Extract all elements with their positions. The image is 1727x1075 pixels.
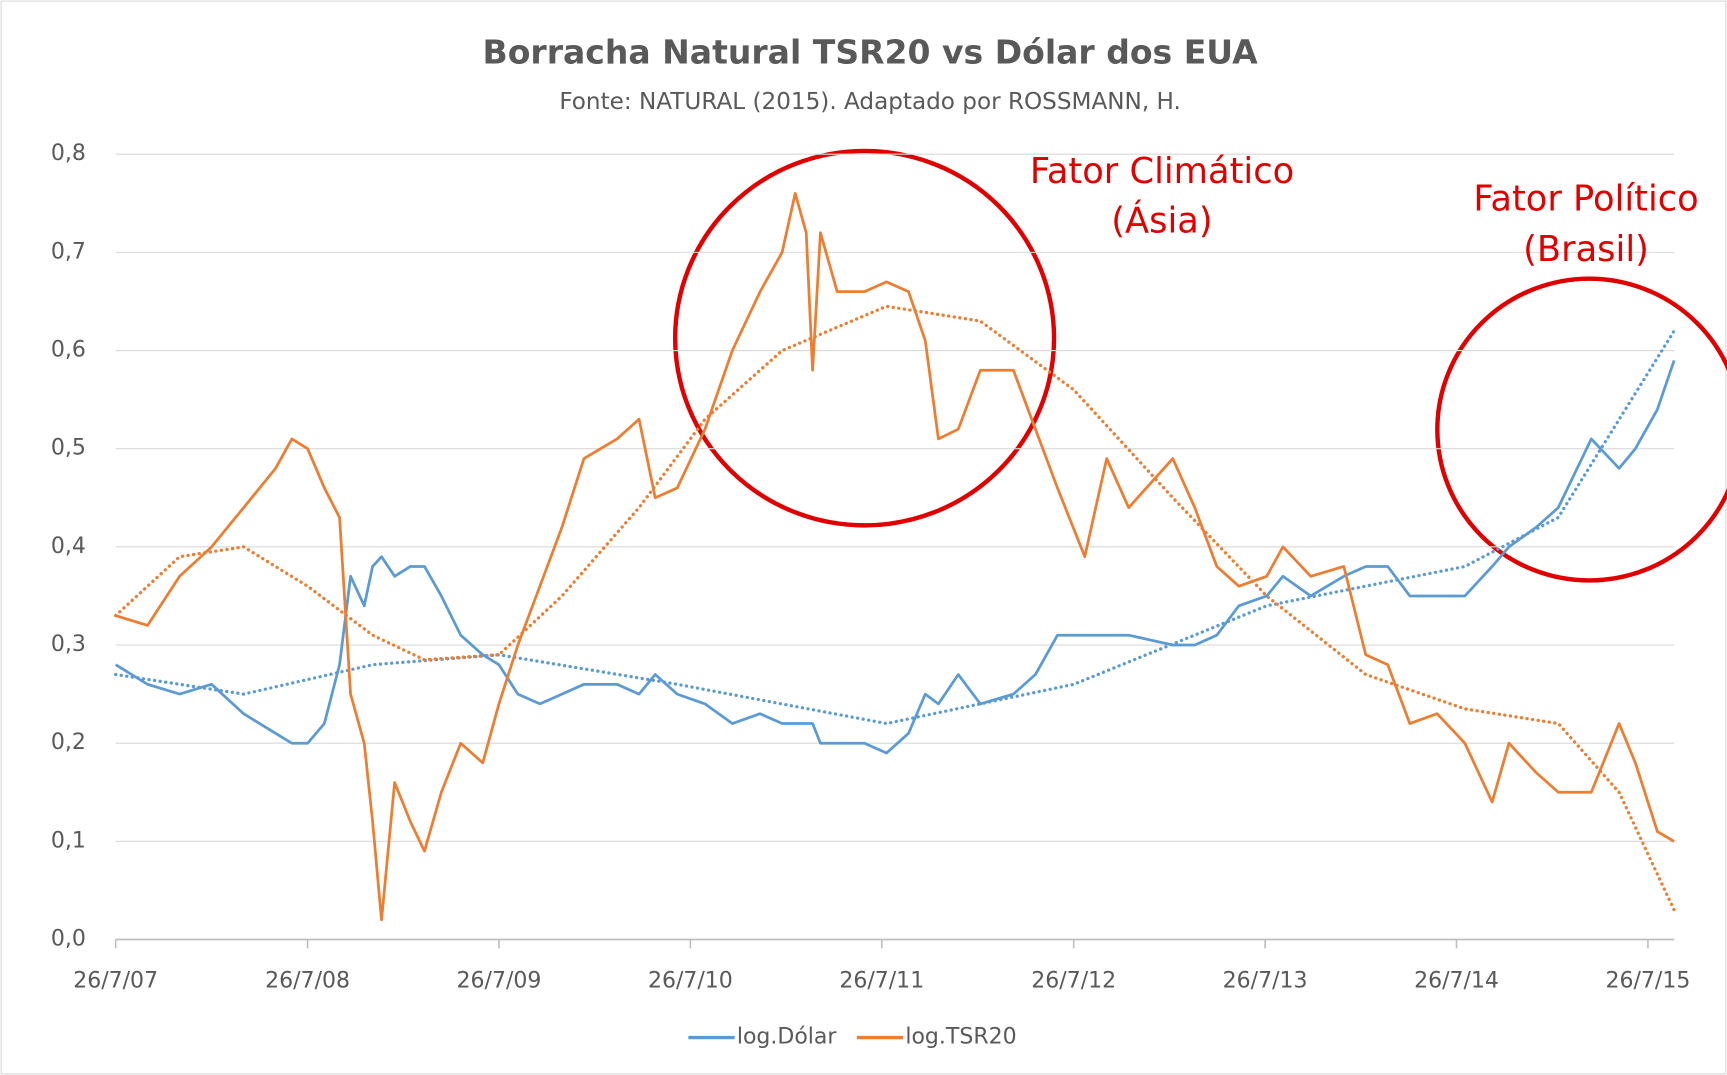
- x-tick-label: 26/7/12: [1031, 968, 1116, 993]
- x-tick-label: 26/7/09: [457, 968, 542, 993]
- x-tick-label: 26/7/15: [1605, 968, 1690, 993]
- x-tick-label: 26/7/10: [648, 968, 733, 993]
- highlight-circle: [1435, 276, 1727, 583]
- y-tick-label: 0,3: [51, 632, 86, 657]
- annotation: (Brasil): [1523, 229, 1649, 270]
- y-tick-label: 0,2: [51, 730, 86, 755]
- y-tick-label: 0,8: [51, 141, 86, 166]
- legend-label: log.Dólar: [737, 1025, 838, 1050]
- trend-line: [113, 304, 1676, 912]
- y-tick-label: 0,7: [51, 239, 86, 264]
- series-line: [114, 359, 1676, 755]
- y-tick-label: 0,6: [51, 338, 86, 363]
- y-tick-label: 0,5: [51, 436, 86, 461]
- chart-title: Borracha Natural TSR20 vs Dólar dos EUA: [483, 32, 1259, 71]
- annotation: Fator Político: [1473, 178, 1698, 219]
- x-tick-label: 26/7/08: [265, 968, 350, 993]
- x-tick-label: 26/7/13: [1223, 968, 1308, 993]
- y-tick-label: 0,0: [51, 927, 86, 952]
- annotation: (Ásia): [1111, 199, 1212, 241]
- series-line: [115, 192, 1675, 922]
- x-tick-label: 26/7/14: [1414, 968, 1499, 993]
- y-tick-label: 0,1: [51, 828, 86, 853]
- legend-label: log.TSR20: [905, 1025, 1016, 1050]
- highlight-circle: [672, 148, 1057, 528]
- x-tick-label: 26/7/11: [839, 968, 924, 993]
- y-tick-label: 0,4: [51, 534, 86, 559]
- chart-subtitle: Fonte: NATURAL (2015). Adaptado por ROSS…: [559, 89, 1181, 115]
- annotation: Fator Climático: [1030, 151, 1294, 192]
- trend-line: [113, 329, 1676, 726]
- x-tick-label: 26/7/07: [73, 968, 158, 993]
